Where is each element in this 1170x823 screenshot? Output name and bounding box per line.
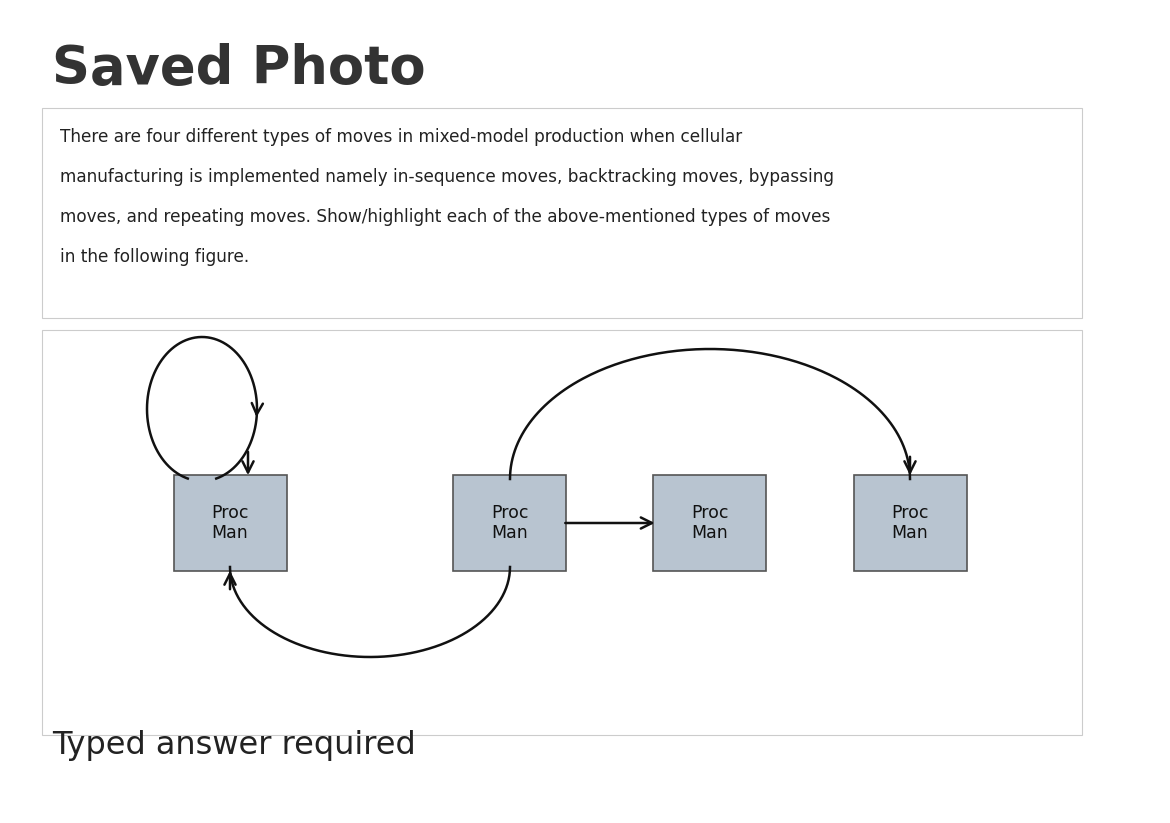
Text: Proc
Man: Proc Man	[491, 504, 529, 542]
Text: Proc
Man: Proc Man	[691, 504, 729, 542]
Text: There are four different types of moves in mixed-model production when cellular: There are four different types of moves …	[60, 128, 742, 146]
Text: Saved Photo: Saved Photo	[51, 43, 426, 95]
Text: Proc
Man: Proc Man	[212, 504, 249, 542]
FancyBboxPatch shape	[173, 475, 287, 571]
Text: in the following figure.: in the following figure.	[60, 248, 249, 266]
Text: manufacturing is implemented namely in-sequence moves, backtracking moves, bypas: manufacturing is implemented namely in-s…	[60, 168, 834, 186]
FancyBboxPatch shape	[654, 475, 766, 571]
FancyBboxPatch shape	[42, 330, 1082, 735]
FancyBboxPatch shape	[42, 108, 1082, 318]
FancyBboxPatch shape	[454, 475, 566, 571]
FancyBboxPatch shape	[853, 475, 966, 571]
Text: moves, and repeating moves. Show/highlight each of the above-mentioned types of : moves, and repeating moves. Show/highlig…	[60, 208, 831, 226]
Text: Proc
Man: Proc Man	[892, 504, 929, 542]
Text: Typed answer required: Typed answer required	[51, 730, 415, 761]
